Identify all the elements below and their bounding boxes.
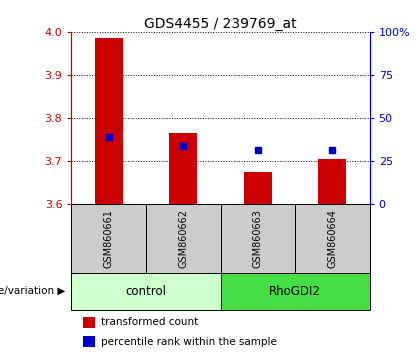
- Bar: [220, 273, 370, 310]
- Bar: [146, 204, 220, 273]
- Text: GSM860664: GSM860664: [327, 209, 337, 268]
- Bar: [244, 172, 272, 204]
- Bar: [220, 204, 295, 273]
- Bar: [169, 133, 197, 204]
- Bar: [94, 38, 123, 204]
- Text: percentile rank within the sample: percentile rank within the sample: [101, 337, 277, 347]
- Title: GDS4455 / 239769_at: GDS4455 / 239769_at: [144, 17, 297, 31]
- Text: GSM860661: GSM860661: [104, 209, 114, 268]
- Text: RhoGDI2: RhoGDI2: [269, 285, 321, 298]
- Bar: [71, 204, 146, 273]
- Bar: [83, 337, 95, 347]
- Bar: [318, 159, 346, 204]
- Text: transformed count: transformed count: [101, 318, 199, 327]
- Bar: [83, 317, 95, 328]
- Text: GSM860663: GSM860663: [253, 209, 263, 268]
- Text: GSM860662: GSM860662: [178, 209, 188, 268]
- Text: control: control: [126, 285, 166, 298]
- Bar: [71, 273, 220, 310]
- Text: genotype/variation ▶: genotype/variation ▶: [0, 286, 66, 296]
- Bar: [295, 204, 370, 273]
